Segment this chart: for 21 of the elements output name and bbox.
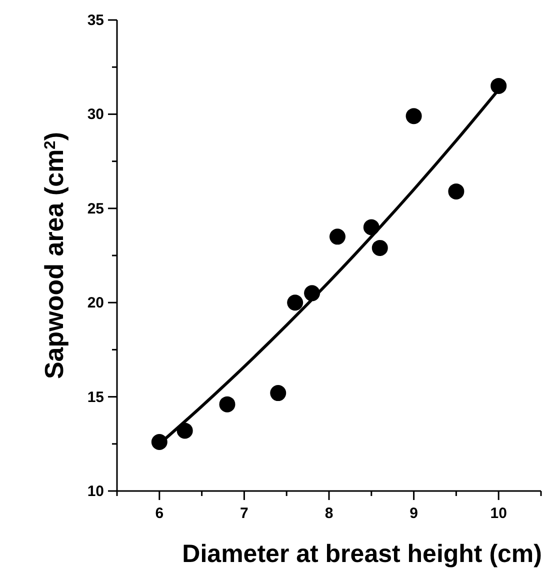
- point: [406, 108, 422, 124]
- y-tick-label: 15: [87, 388, 104, 406]
- y-tick-label: 10: [87, 483, 104, 500]
- x-tick-label: 7: [240, 505, 248, 522]
- x-axis-title: Diameter at breast height (cm): [182, 540, 542, 568]
- point: [219, 396, 236, 412]
- y-tick-label: 30: [87, 106, 104, 124]
- x-tick-label: 10: [490, 505, 507, 522]
- x-tick-label: 6: [155, 505, 164, 522]
- point: [329, 228, 346, 245]
- x-tick-label: 8: [324, 505, 334, 522]
- y-tick-label: 20: [87, 294, 104, 312]
- point: [490, 78, 507, 94]
- point: [287, 294, 304, 311]
- point: [270, 385, 286, 402]
- point: [176, 422, 193, 439]
- x-tick-label: 9: [410, 505, 418, 522]
- point: [448, 183, 464, 200]
- y-tick-label: 35: [87, 12, 104, 29]
- point: [372, 240, 388, 256]
- y-tick-label: 25: [87, 200, 104, 218]
